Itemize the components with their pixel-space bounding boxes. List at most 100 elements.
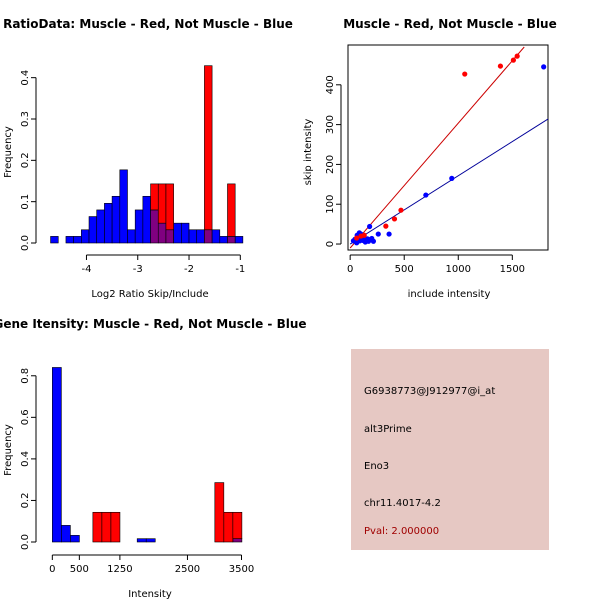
red-bar [204,65,213,231]
blue-point [423,192,429,198]
blue-bar [204,229,213,244]
x-tick-label: 1250 [107,564,132,575]
scatter-panel: Muscle - Red, Not Muscle - Blue include … [303,17,557,300]
blue-bar [219,236,228,244]
y-tick-label: 400 [325,75,336,94]
blue-bar [70,535,80,543]
blue-bar [61,525,71,543]
blue-bar [52,367,62,543]
y-tick-label: 0.8 [20,368,31,384]
x-tick-label: 500 [395,264,414,275]
gene-info-panel: G6938773@J912977@i_at alt3Prime Eno3 chr… [351,349,549,550]
blue-bar [181,222,190,244]
blue-point [375,231,381,237]
blue-bar [81,229,90,244]
y-tick-label: 0.3 [20,111,31,127]
y-tick-label: 200 [325,155,336,174]
red-bar [92,511,103,543]
red-bar [101,511,112,543]
blue-point [354,240,360,246]
blue-bar [65,236,74,244]
intensity-histogram-title: Gene Itensity: Muscle - Red, Not Muscle … [0,317,307,331]
scatter-plot-box [347,44,549,251]
y-tick-label: 0.2 [20,492,31,508]
blue-bar [196,229,205,244]
blue-bar [173,222,182,244]
y-tick-label: 0.6 [20,409,31,425]
scatter-title: Muscle - Red, Not Muscle - Blue [343,17,557,31]
red-bar [223,511,234,543]
blue-bar [232,538,243,543]
plot-frame [347,44,549,251]
gene-name: Eno3 [364,461,390,472]
blue-bar [211,229,221,244]
red-bar [232,511,243,539]
blue-bar [234,236,244,244]
ratio-histogram-axes: 0.0 0.1 0.2 0.3 0.4 -4 -3 -2 -1 [20,70,245,275]
blue-point [386,231,392,237]
intensity-histogram-panel: Gene Itensity: Muscle - Red, Not Muscle … [0,317,307,600]
red-bar [157,183,167,224]
y-tick-label: 0.4 [20,451,31,467]
probe-id: G6938773@J912977@i_at [364,386,496,397]
blue-bar [134,209,144,244]
blue-bar [145,538,156,543]
blue-bar [96,209,105,244]
blue-bar [88,216,98,244]
ratio-histogram-ylabel: Frequency [3,126,14,178]
blue-bar [142,195,151,244]
x-tick-label: -2 [184,264,194,275]
x-tick-label: -1 [235,264,245,275]
scatter-fit-lines [349,46,548,249]
red-point [462,71,468,77]
blue-bar [111,195,121,244]
blue-point [541,64,547,70]
blue-bar [227,236,236,244]
y-tick-label: 0.0 [20,235,31,251]
p-value: Pval: 2.000000 [364,526,440,537]
intensity-histogram-axes: 0.0 0.2 0.4 0.6 0.8 0 500 1250 2500 3500 [20,368,254,575]
y-tick-label: 300 [325,115,336,134]
blue-bar [136,538,147,543]
blue-bar [157,222,167,244]
red-bar [110,511,121,543]
red-bar [214,482,225,543]
blue-bar [150,209,159,244]
blue-bar [73,236,82,244]
red-point [354,235,360,241]
red-point [514,53,520,59]
scatter-xlabel: include intensity [408,289,491,300]
x-tick-label: 0 [347,264,353,275]
intensity-histogram-bars [52,367,243,543]
ratio-histogram-xlabel: Log2 Ratio Skip/Include [91,289,208,300]
genomic-location: chr11.4017-4.2 [364,498,441,509]
red-point [398,207,404,213]
blue-point [449,175,455,181]
y-tick-label: 0.2 [20,152,31,168]
x-tick-label: 1000 [446,264,471,275]
red-point [497,63,504,69]
x-tick-label: 3500 [229,564,254,575]
intensity-histogram-xlabel: Intensity [128,589,172,600]
event-type: alt3Prime [364,424,412,435]
blue-point [361,237,367,244]
x-tick-label: 1500 [500,264,525,275]
red-bar [165,183,174,231]
not_muscle-fit-line [349,118,548,245]
x-tick-label: -4 [81,264,91,275]
blue-point [368,237,374,243]
red-point [383,223,389,229]
red-bar [227,183,236,237]
muscle-fit-line [349,46,525,249]
blue-bar [119,169,128,244]
blue-bar [104,203,113,244]
ratio-histogram-bars [50,65,244,244]
y-tick-label: 0 [325,241,336,247]
scatter-points [350,53,547,246]
y-tick-label: 0.0 [20,534,31,550]
scatter-ylabel: skip intensity [303,119,314,186]
y-tick-label: 0.1 [20,194,31,210]
x-tick-label: 0 [49,564,55,575]
x-tick-label: -3 [133,264,143,275]
